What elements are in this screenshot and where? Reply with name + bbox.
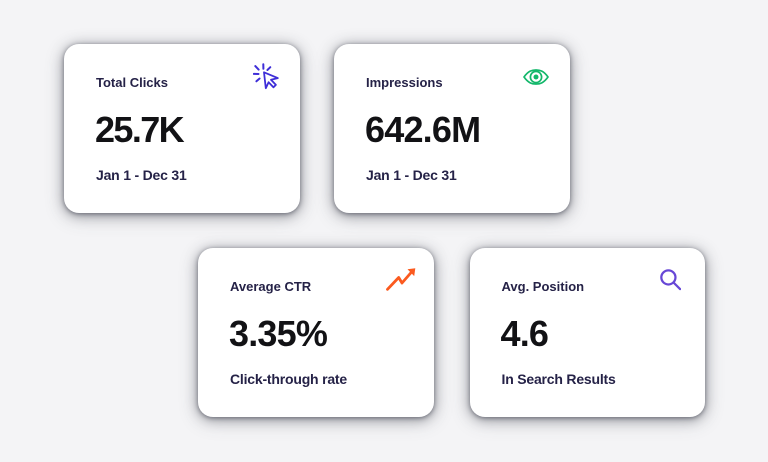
stat-card-impressions: Impressions 642.6M Jan 1 - Dec 31: [334, 44, 570, 213]
trending-up-icon: [385, 267, 416, 291]
card-title: Impressions: [366, 75, 443, 90]
stat-card-total-clicks: Total Clicks 25.7K Jan 1 - Dec 31: [64, 44, 300, 213]
card-value: 4.6: [500, 312, 549, 354]
card-value: 642.6M: [365, 108, 481, 150]
card-subtitle: Jan 1 - Dec 31: [366, 167, 457, 183]
card-subtitle: Click-through rate: [230, 371, 347, 387]
card-title: Avg. Position: [501, 279, 585, 294]
card-title: Average CTR: [230, 279, 312, 294]
card-value: 25.7K: [95, 108, 185, 150]
stat-card-avg-position: Avg. Position 4.6 In Search Results: [469, 248, 705, 417]
card-title: Total Clicks: [96, 75, 169, 90]
card-value: 3.35%: [229, 312, 328, 354]
eye-icon: [522, 69, 549, 85]
card-subtitle: In Search Results: [501, 371, 616, 387]
search-icon: [659, 269, 682, 291]
stat-card-average-ctr: Average CTR 3.35% Click-through rate: [198, 248, 434, 417]
card-subtitle: Jan 1 - Dec 31: [96, 167, 187, 183]
cursor-click-icon: [252, 63, 280, 90]
